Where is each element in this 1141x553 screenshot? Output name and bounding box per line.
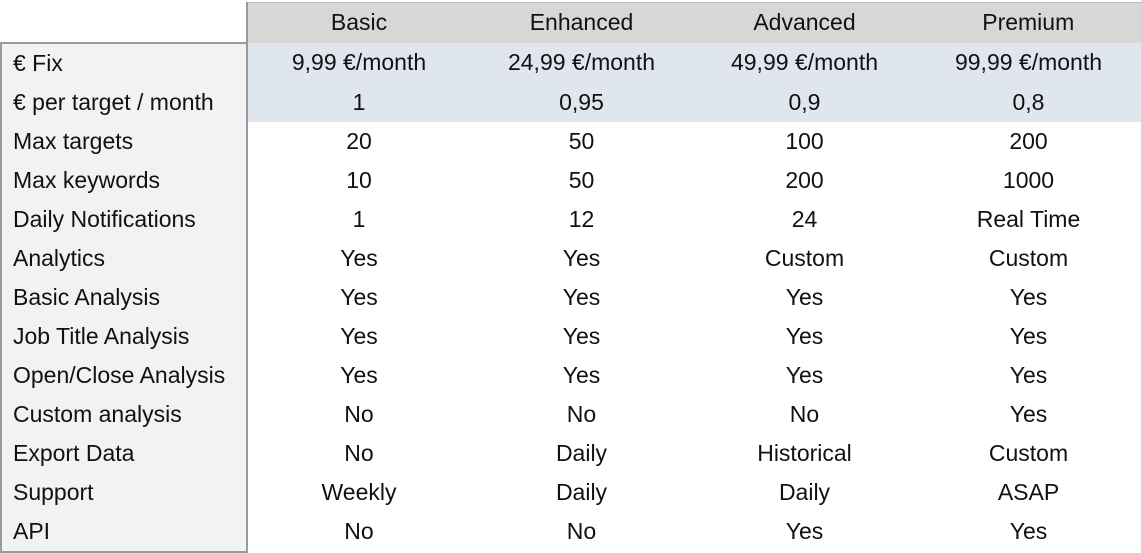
cell-basic: 10: [247, 160, 470, 200]
cell-premium: Yes: [916, 277, 1141, 317]
cell-premium: Custom: [916, 238, 1141, 278]
cell-basic: Weekly: [247, 472, 470, 512]
cell-advanced: 24: [693, 199, 916, 239]
cell-basic: No: [247, 433, 470, 473]
pricing-table-header: Basic Enhanced Advanced Premium: [1, 2, 1141, 43]
cell-advanced: Custom: [693, 238, 916, 278]
header-corner-cell: [1, 2, 248, 43]
cell-premium: Custom: [916, 433, 1141, 473]
cell-enhanced: 24,99 €/month: [470, 42, 693, 83]
cell-enhanced: 0,95: [470, 82, 693, 122]
table-row: Job Title Analysis Yes Yes Yes Yes: [0, 316, 1141, 356]
table-row: Max keywords 10 50 200 1000: [0, 160, 1141, 200]
cell-advanced: Daily: [693, 472, 916, 512]
plan-header-basic: Basic: [247, 2, 470, 43]
table-row: Support Weekly Daily Daily ASAP: [0, 472, 1141, 512]
table-row: Analytics Yes Yes Custom Custom: [0, 238, 1141, 278]
cell-enhanced: Yes: [470, 238, 693, 278]
cell-enhanced: 50: [470, 121, 693, 161]
row-label: € per target / month: [0, 82, 248, 122]
cell-premium: Yes: [916, 355, 1141, 395]
cell-advanced: Yes: [693, 277, 916, 317]
cell-enhanced: No: [470, 394, 693, 434]
cell-basic: Yes: [247, 238, 470, 278]
cell-enhanced: No: [470, 511, 693, 552]
cell-enhanced: Daily: [470, 472, 693, 512]
cell-advanced: Yes: [693, 316, 916, 356]
row-label: Max keywords: [0, 160, 248, 200]
table-row: Custom analysis No No No Yes: [0, 394, 1141, 434]
header-row: Basic Enhanced Advanced Premium: [1, 2, 1141, 43]
cell-basic: Yes: [247, 316, 470, 356]
cell-premium: 0,8: [916, 82, 1141, 122]
table-row: € per target / month 1 0,95 0,9 0,8: [0, 82, 1141, 122]
cell-basic: 1: [247, 199, 470, 239]
row-label: Job Title Analysis: [0, 316, 248, 356]
cell-basic: 1: [247, 82, 470, 122]
row-label: Export Data: [0, 433, 248, 473]
cell-premium: 1000: [916, 160, 1141, 200]
table-row: API No No Yes Yes: [0, 511, 1141, 553]
plan-header-enhanced: Enhanced: [470, 2, 693, 43]
cell-basic: Yes: [247, 277, 470, 317]
row-label: Basic Analysis: [0, 277, 248, 317]
cell-advanced: Historical: [693, 433, 916, 473]
cell-advanced: 49,99 €/month: [693, 42, 916, 83]
cell-advanced: 200: [693, 160, 916, 200]
cell-basic: 9,99 €/month: [247, 42, 470, 83]
table-row: Export Data No Daily Historical Custom: [0, 433, 1141, 473]
row-label: Max targets: [0, 121, 248, 161]
cell-advanced: Yes: [693, 355, 916, 395]
cell-enhanced: 50: [470, 160, 693, 200]
row-label: Custom analysis: [0, 394, 248, 434]
cell-enhanced: Yes: [470, 316, 693, 356]
cell-basic: No: [247, 394, 470, 434]
plan-header-premium: Premium: [916, 2, 1141, 43]
plan-header-advanced: Advanced: [693, 2, 916, 43]
cell-enhanced: Daily: [470, 433, 693, 473]
cell-advanced: 0,9: [693, 82, 916, 122]
cell-premium: 99,99 €/month: [916, 42, 1141, 83]
cell-basic: 20: [247, 121, 470, 161]
table-row: Basic Analysis Yes Yes Yes Yes: [0, 277, 1141, 317]
cell-premium: Yes: [916, 511, 1141, 552]
cell-basic: No: [247, 511, 470, 552]
cell-premium: Yes: [916, 316, 1141, 356]
pricing-table-body: € Fix 9,99 €/month 24,99 €/month 49,99 €/mo…: [0, 41, 1141, 553]
row-label: API: [0, 511, 248, 553]
row-label: Daily Notifications: [0, 199, 248, 239]
table-row: Max targets 20 50 100 200: [0, 121, 1141, 161]
table-row: € Fix 9,99 €/month 24,99 €/month 49,99 €/mo…: [0, 41, 1141, 83]
cell-advanced: No: [693, 394, 916, 434]
cell-advanced: Yes: [693, 511, 916, 552]
table-row: Daily Notifications 1 12 24 Real Time: [0, 199, 1141, 239]
row-label: Support: [0, 472, 248, 512]
cell-premium: Yes: [916, 394, 1141, 434]
row-label: Open/Close Analysis: [0, 355, 248, 395]
cell-premium: ASAP: [916, 472, 1141, 512]
table-row: Open/Close Analysis Yes Yes Yes Yes: [0, 355, 1141, 395]
row-label: € Fix: [0, 41, 248, 83]
cell-enhanced: 12: [470, 199, 693, 239]
cell-premium: Real Time: [916, 199, 1141, 239]
cell-advanced: 100: [693, 121, 916, 161]
cell-enhanced: Yes: [470, 355, 693, 395]
cell-premium: 200: [916, 121, 1141, 161]
row-label: Analytics: [0, 238, 248, 278]
cell-enhanced: Yes: [470, 277, 693, 317]
cell-basic: Yes: [247, 355, 470, 395]
